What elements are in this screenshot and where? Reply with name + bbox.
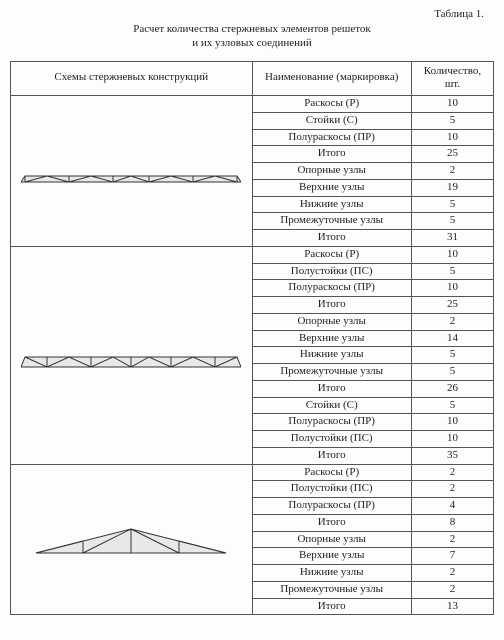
name-cell: Нижние узлы: [252, 196, 411, 213]
table-label: Таблица 1.: [10, 8, 494, 20]
name-cell: Раскосы (Р): [252, 96, 411, 113]
qty-cell: 5: [411, 263, 493, 280]
qty-cell: 5: [411, 196, 493, 213]
truss-icon-1: [21, 154, 241, 188]
qty-cell: 5: [411, 112, 493, 129]
qty-cell: 5: [411, 213, 493, 230]
name-cell: Итого: [252, 297, 411, 314]
scheme-cell-3: [11, 464, 253, 615]
qty-cell: 2: [411, 565, 493, 582]
name-cell: Полураскосы (ПР): [252, 129, 411, 146]
qty-cell: 10: [411, 280, 493, 297]
truss-icon-2: [21, 337, 241, 373]
name-cell: Стойки (С): [252, 112, 411, 129]
name-cell: Опорные узлы: [252, 313, 411, 330]
qty-cell: 5: [411, 397, 493, 414]
qty-cell: 5: [411, 364, 493, 381]
qty-cell: 2: [411, 581, 493, 598]
table-row: Раскосы (Р) 10: [11, 96, 494, 113]
page-title: Расчет количества стержневых элементов р…: [10, 22, 494, 51]
qty-cell: 4: [411, 498, 493, 515]
qty-cell: 25: [411, 146, 493, 163]
name-cell: Опорные узлы: [252, 163, 411, 180]
qty-cell: 10: [411, 431, 493, 448]
qty-cell: 14: [411, 330, 493, 347]
header-row: Схемы стержневых конструкций Наименовани…: [11, 61, 494, 96]
qty-cell: 10: [411, 96, 493, 113]
qty-cell: 8: [411, 514, 493, 531]
name-cell: Раскосы (Р): [252, 246, 411, 263]
name-cell: Полураскосы (ПР): [252, 498, 411, 515]
name-cell: Промежуточные узлы: [252, 364, 411, 381]
name-cell: Итого: [252, 230, 411, 247]
qty-cell: 19: [411, 179, 493, 196]
name-cell: Промежуточные узлы: [252, 213, 411, 230]
name-cell: Верхние узлы: [252, 330, 411, 347]
qty-cell: 25: [411, 297, 493, 314]
name-cell: Итого: [252, 447, 411, 464]
name-cell: Стойки (С): [252, 397, 411, 414]
qty-cell: 10: [411, 129, 493, 146]
table-row: Раскосы (Р) 2: [11, 464, 494, 481]
name-cell: Итого: [252, 146, 411, 163]
qty-cell: 10: [411, 246, 493, 263]
name-cell: Итого: [252, 598, 411, 615]
qty-cell: 10: [411, 414, 493, 431]
name-cell: Полустойки (ПС): [252, 431, 411, 448]
table-row: Раскосы (Р) 10: [11, 246, 494, 263]
name-cell: Промежуточные узлы: [252, 581, 411, 598]
scheme-cell-2: [11, 246, 253, 464]
name-cell: Верхние узлы: [252, 548, 411, 565]
truss-table: Схемы стержневых конструкций Наименовани…: [10, 61, 494, 616]
header-scheme: Схемы стержневых конструкций: [11, 61, 253, 96]
name-cell: Верхние узлы: [252, 179, 411, 196]
header-qty: Количество, шт.: [411, 61, 493, 96]
qty-cell: 35: [411, 447, 493, 464]
name-cell: Итого: [252, 380, 411, 397]
qty-cell: 2: [411, 481, 493, 498]
title-line-2: и их узловых соединений: [192, 37, 312, 49]
name-cell: Опорные узлы: [252, 531, 411, 548]
name-cell: Нижние узлы: [252, 565, 411, 582]
name-cell: Раскосы (Р): [252, 464, 411, 481]
qty-cell: 2: [411, 464, 493, 481]
scheme-cell-1: [11, 96, 253, 247]
qty-cell: 31: [411, 230, 493, 247]
qty-cell: 13: [411, 598, 493, 615]
header-naming: Наименование (маркировка): [252, 61, 411, 96]
qty-cell: 2: [411, 163, 493, 180]
name-cell: Полураскосы (ПР): [252, 414, 411, 431]
qty-cell: 2: [411, 313, 493, 330]
name-cell: Полустойки (ПС): [252, 263, 411, 280]
truss-icon-3: [31, 519, 231, 559]
name-cell: Итого: [252, 514, 411, 531]
qty-cell: 26: [411, 380, 493, 397]
name-cell: Нижние узлы: [252, 347, 411, 364]
name-cell: Полустойки (ПС): [252, 481, 411, 498]
qty-cell: 5: [411, 347, 493, 364]
title-line-1: Расчет количества стержневых элементов р…: [133, 23, 370, 35]
name-cell: Полураскосы (ПР): [252, 280, 411, 297]
qty-cell: 2: [411, 531, 493, 548]
qty-cell: 7: [411, 548, 493, 565]
